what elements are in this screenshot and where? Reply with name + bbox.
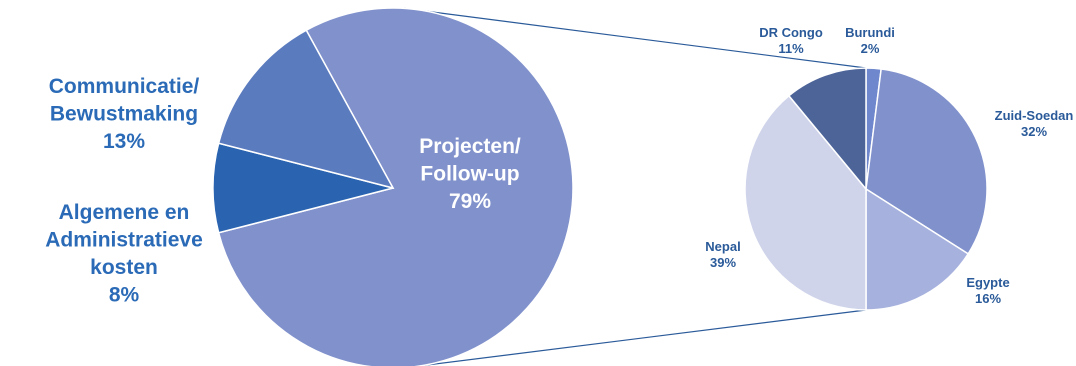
- slice-label-algemene-en-administratieve-kosten-line: kosten: [90, 256, 158, 279]
- slice-label-egypte-line: 16%: [975, 291, 1001, 306]
- slice-label-burundi-line: 2%: [861, 41, 880, 56]
- slice-label-nepal-line: Nepal: [705, 239, 740, 254]
- connector-line-top: [404, 7, 867, 69]
- slice-label-algemene-en-administratieve-kosten: Algemene en Administratieve kosten 8%: [45, 201, 203, 307]
- slice-label-projecten-follow-up-line: 79%: [449, 190, 491, 213]
- slice-label-communicatie-bewustmaking-line: Bewustmaking: [50, 103, 198, 126]
- pie-slice-egypte: [865, 187, 970, 311]
- slice-label-projecten-follow-up-line: Follow-up: [420, 163, 519, 186]
- connector-line-bottom: [414, 309, 867, 366]
- slice-label-algemene-en-administratieve-kosten-line: 8%: [109, 284, 140, 307]
- slice-label-algemene-en-administratieve-kosten-line: Algemene en: [59, 201, 190, 224]
- slice-label-communicatie-bewustmaking-line: 13%: [103, 130, 145, 153]
- slice-label-egypte: Egypte 16%: [966, 275, 1009, 306]
- slice-label-nepal: Nepal 39%: [705, 239, 740, 270]
- connector-lines: [404, 7, 867, 366]
- slice-label-projecten-follow-up-line: Projecten/: [419, 135, 521, 158]
- pie-slice-dr-congo: [787, 67, 867, 192]
- slice-labels: Projecten/Follow-up 79% Algemene en Adminis…: [45, 25, 1073, 307]
- slice-label-nepal-line: 39%: [710, 255, 736, 270]
- slice-label-algemene-en-administratieve-kosten-line: Administratieve: [45, 229, 203, 252]
- slice-label-dr-congo-line: DR Congo: [759, 25, 823, 40]
- pie-slice-communicatie-bewustmaking: [217, 29, 395, 190]
- sub-pie: [744, 67, 988, 311]
- slice-label-dr-congo: DR Congo 11%: [759, 25, 823, 56]
- slice-label-communicatie-bewustmaking-line: Communicatie/: [49, 75, 200, 98]
- slice-label-zuid-soedan-line: 32%: [1021, 124, 1047, 139]
- slice-label-dr-congo-line: 11%: [778, 41, 804, 56]
- slice-label-communicatie-bewustmaking: Communicatie/Bewustmaking 13%: [49, 75, 200, 153]
- pie-slice-algemene-en-administratieve-kosten: [212, 142, 394, 234]
- main-pie: [212, 7, 574, 366]
- slice-label-zuid-soedan-line: Zuid-Soedan: [995, 108, 1074, 123]
- slice-label-burundi-line: Burundi: [845, 25, 895, 40]
- slice-label-egypte-line: Egypte: [966, 275, 1009, 290]
- slice-label-burundi: Burundi 2%: [845, 25, 895, 56]
- pie-slice-projecten-follow-up: [217, 7, 574, 366]
- slice-label-projecten-follow-up: Projecten/Follow-up 79%: [419, 135, 521, 213]
- pie-slice-nepal: [744, 94, 867, 311]
- slice-label-zuid-soedan: Zuid-Soedan 32%: [995, 108, 1074, 139]
